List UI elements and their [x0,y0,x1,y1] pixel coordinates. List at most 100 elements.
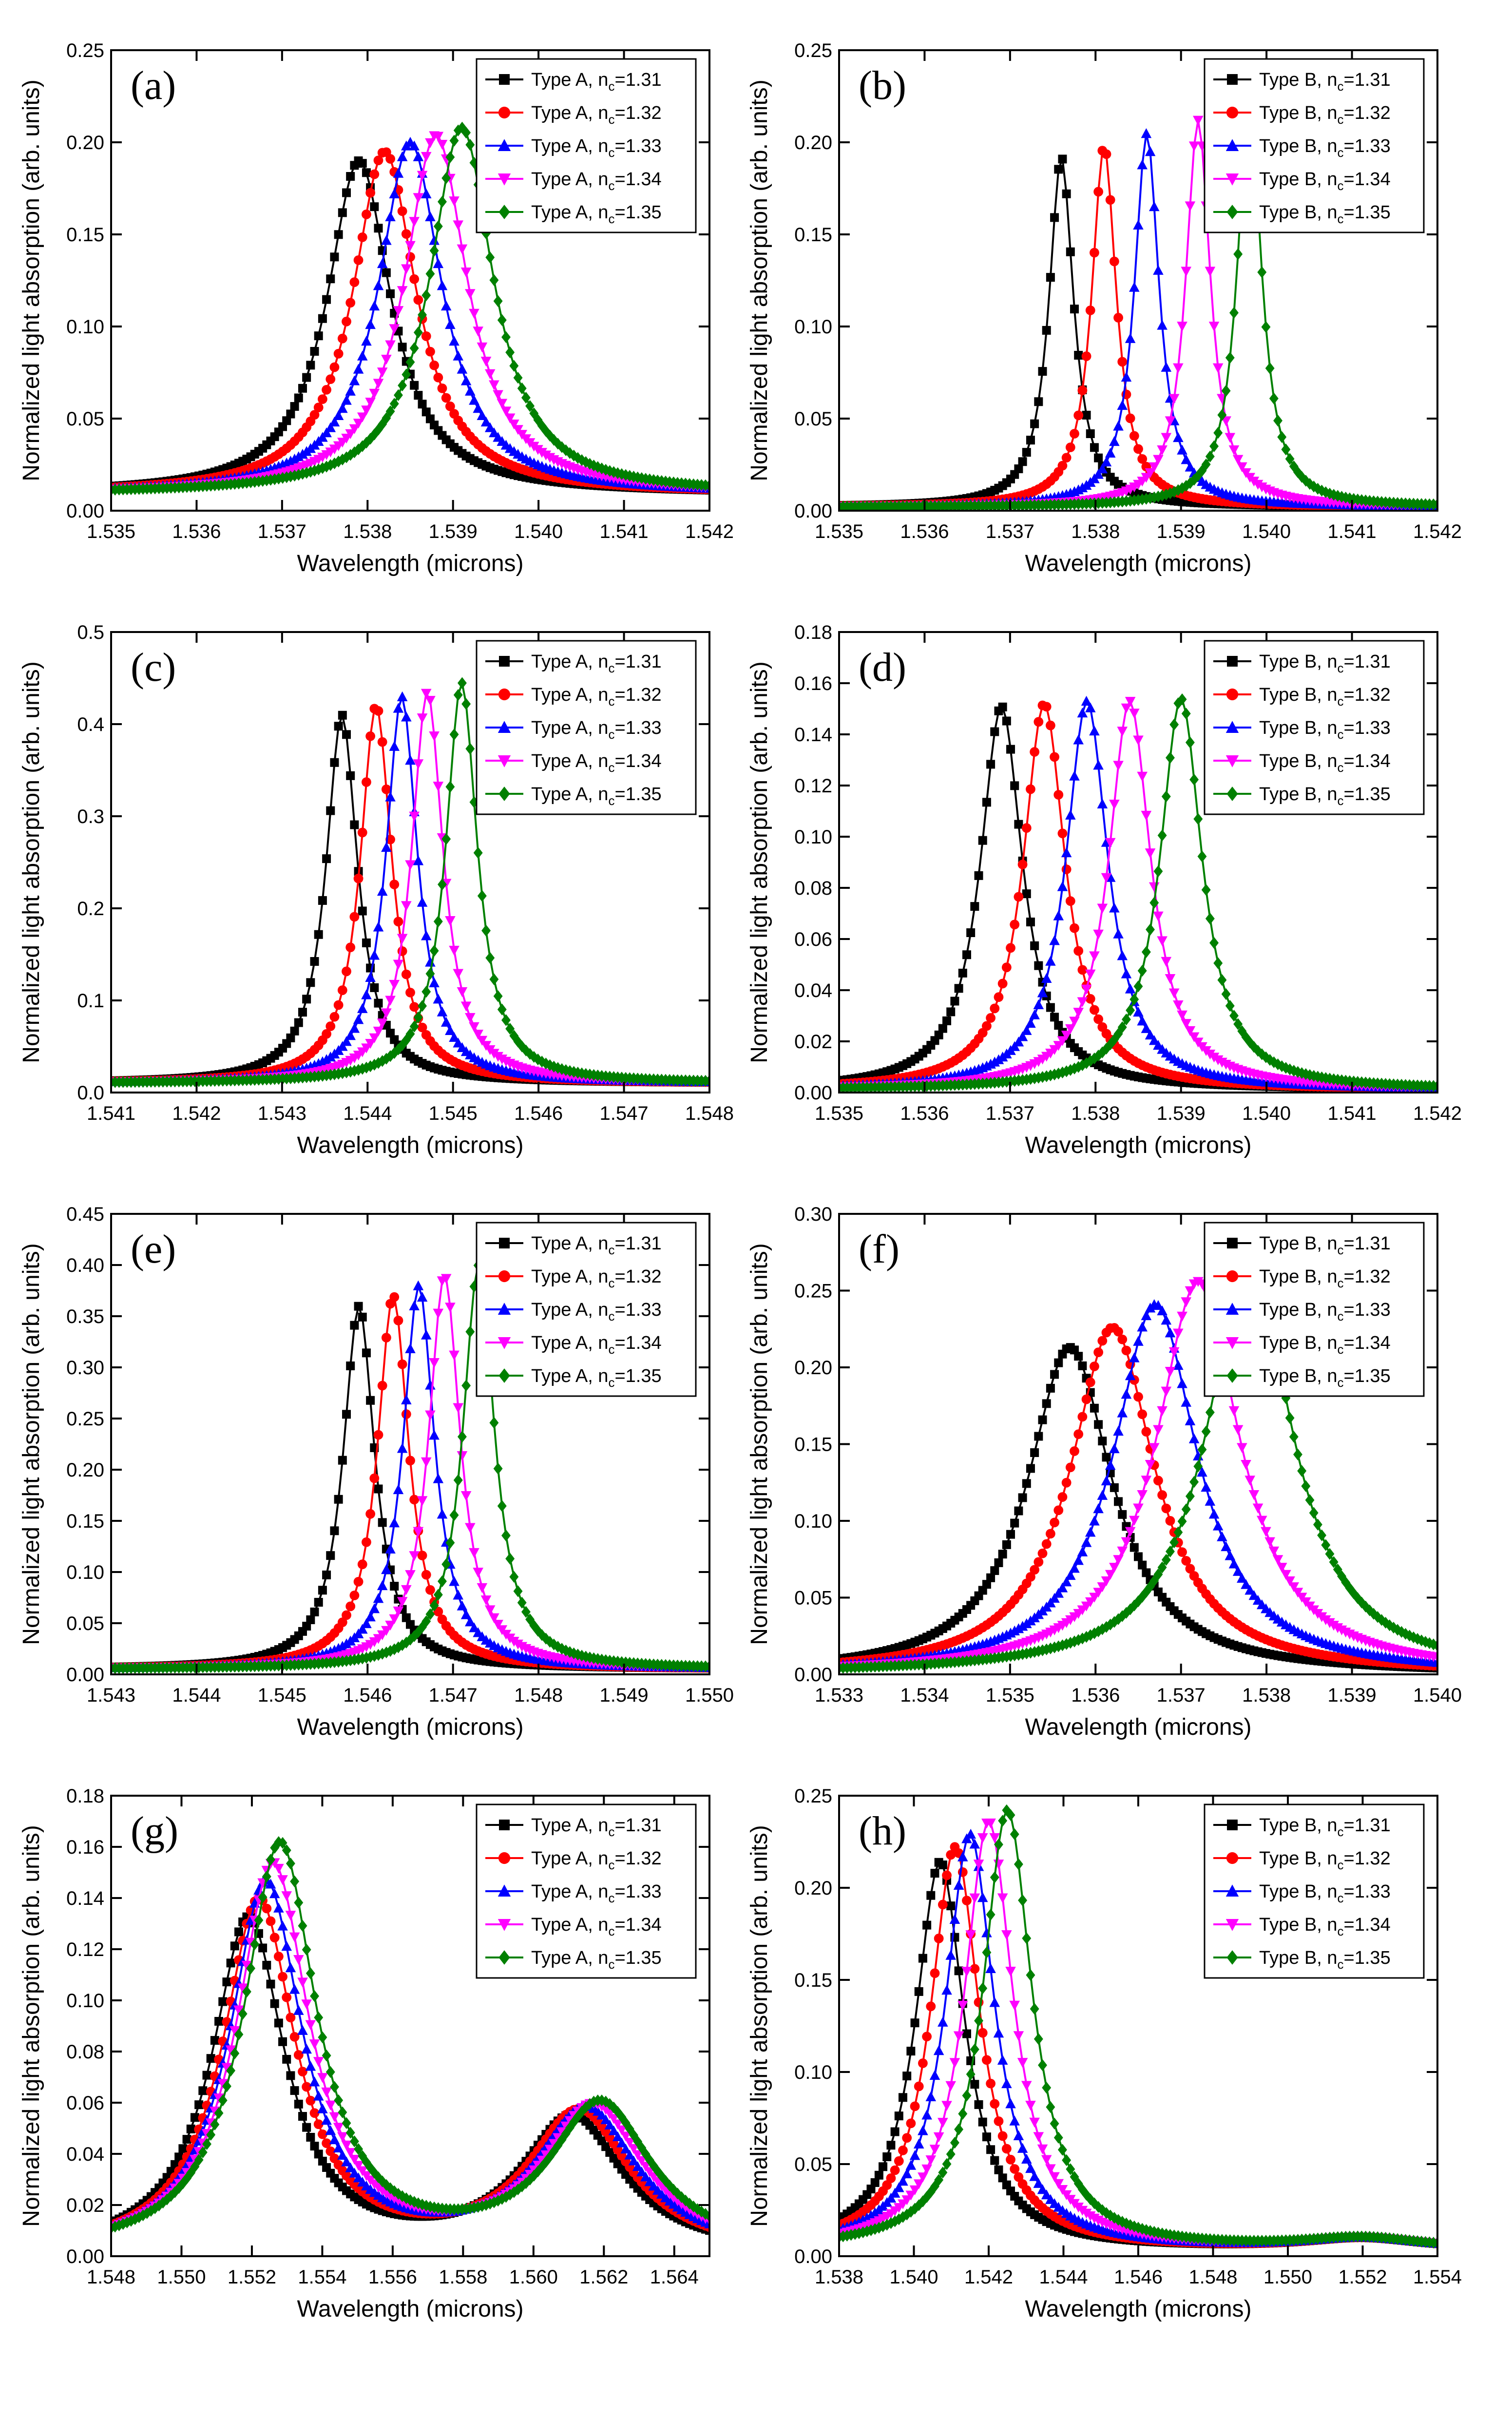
data-point [553,438,563,450]
data-point [1277,431,1287,443]
data-point [469,156,479,169]
data-point [1037,987,1048,997]
data-point [553,1641,563,1653]
legend-marker [498,139,511,151]
y-tick-label: 0.00 [794,1082,832,1104]
legend-label: Type B, nc=1.35 [1259,202,1391,226]
data-point [1113,761,1124,771]
y-tick-label: 0.18 [794,622,832,643]
data-point [1177,1378,1187,1388]
y-tick-label: 0.30 [66,1357,104,1379]
data-point [370,202,379,211]
data-point [1229,307,1239,319]
data-point [354,1302,363,1311]
data-point [306,361,315,370]
data-point [1070,429,1079,439]
data-point [1094,453,1103,462]
data-point [1081,984,1092,995]
data-point [349,1023,360,1033]
data-point [306,978,315,987]
data-point [314,930,323,939]
legend-value: =1.32 [1344,685,1391,705]
x-tick-label: 1.541 [600,521,649,542]
data-point [621,469,631,481]
data-point [441,172,451,184]
legend-marker [498,173,511,186]
data-point [445,319,456,329]
data-point [286,409,295,419]
data-point [1029,1009,1040,1019]
data-point [362,1348,371,1358]
data-point [1166,751,1175,764]
data-point [342,966,351,977]
y-tick-label: 0.0 [77,1082,104,1104]
data-point [1069,770,1080,781]
chart-panel: 1.533 1.534 1.535 1.536 1.537 1.538 1.539 1.540… [746,1204,1462,1740]
data-point [1006,943,1015,953]
legend-label: Type A, nc=1.31 [531,1233,662,1257]
data-point [369,169,380,179]
legend-marker [1226,205,1238,219]
data-point [397,1597,408,1607]
data-point [437,139,448,150]
data-point [1105,1459,1116,1470]
data-point [473,403,483,413]
data-point [1046,273,1055,282]
data-point [429,944,439,957]
data-point [322,460,331,473]
x-tick-label: 1.538 [343,521,392,542]
data-point [501,331,511,344]
legend-label: Type B, nc=1.31 [1259,652,1391,675]
data-point [1106,1618,1115,1631]
data-point [374,1649,383,1661]
data-point [1046,1003,1055,1012]
data-point [561,1644,571,1657]
data-point [1165,1327,1176,1338]
data-point [465,1325,475,1338]
legend-text: Type B, n [1259,652,1338,672]
data-point [334,230,343,239]
data-point [390,1582,399,1591]
data-point [1197,850,1207,863]
data-point [1053,1067,1063,1080]
data-point [445,151,455,163]
data-point [389,1047,399,1059]
data-point [705,1075,709,1087]
y-tick-label: 0.00 [66,500,104,522]
data-point [1185,201,1196,211]
data-point [1212,1520,1224,1531]
data-point [378,1518,387,1527]
data-point [374,423,383,436]
data-point [342,316,351,326]
data-point [1121,968,1132,978]
data-point [409,140,420,151]
data-point [433,782,444,792]
legend-marker [1227,656,1238,667]
data-point [1121,371,1132,382]
data-point [962,950,971,959]
data-point [1050,752,1059,762]
data-point [298,384,307,393]
data-point [577,454,587,466]
x-tick-label: 1.541 [1328,1103,1377,1124]
data-point [569,449,579,462]
data-point [385,405,395,418]
data-point [294,393,303,403]
data-point [1225,1550,1236,1560]
data-point [398,379,407,392]
data-point [369,1033,380,1043]
data-point [393,1484,404,1495]
data-point [1165,416,1176,426]
legend-entry: Type A, nc=1.34 [485,1333,662,1357]
legend-subscript: c [1338,178,1344,193]
data-point [1117,1021,1127,1034]
data-point [1201,458,1211,471]
y-axis-label: Normalized light absorption (arb. units) [746,661,772,1063]
legend-text: Type A, n [531,1266,608,1287]
data-point [986,1573,995,1582]
data-point [1010,920,1020,930]
data-point [1109,1443,1120,1454]
data-point [1173,1526,1183,1538]
data-point [1038,1644,1047,1656]
